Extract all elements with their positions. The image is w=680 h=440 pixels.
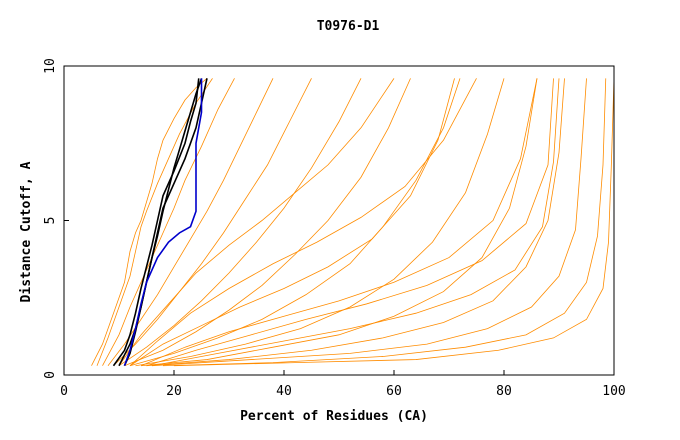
series-line-10 (124, 78, 411, 367)
series-line-17 (173, 78, 615, 367)
x-tick-label-5: 100 (602, 384, 625, 399)
y-tick-label-2: 10 (43, 58, 58, 74)
series-line-6 (102, 78, 235, 366)
series-line-9 (118, 78, 362, 367)
series-line-16 (162, 78, 607, 367)
series-line-21 (118, 78, 395, 366)
series-line-14 (146, 78, 565, 367)
x-tick-label-1: 20 (166, 384, 182, 399)
x-tick-label-2: 40 (276, 384, 292, 399)
series-line-15 (151, 78, 587, 367)
series-line-5 (96, 78, 213, 366)
series-line-13 (140, 78, 538, 367)
series-line-8 (113, 78, 312, 367)
axis-layer: 0 20 40 60 80 100 0 5 10 (43, 58, 626, 399)
x-tick-label-4: 80 (496, 384, 512, 399)
series-line-18 (129, 78, 455, 367)
series-line-20 (151, 78, 560, 367)
y-tick-label-1: 5 (43, 217, 58, 225)
x-axis-label: Percent of Residues (CA) (240, 409, 428, 424)
chart-title: T0976-D1 (317, 19, 380, 34)
series-line-1 (112, 78, 200, 367)
series-layer (91, 78, 615, 367)
series-line-22 (129, 78, 477, 367)
series-line-4 (91, 78, 208, 366)
y-axis-label: Distance Cutoff, A (19, 161, 34, 302)
series-line-11 (129, 78, 461, 367)
y-tick-label-0: 0 (43, 371, 58, 379)
series-line-12 (135, 78, 505, 367)
series-line-23 (146, 78, 554, 367)
series-line-3 (123, 78, 203, 366)
x-tick-label-3: 60 (386, 384, 402, 399)
x-tick-label-0: 0 (60, 384, 68, 399)
series-line-19 (140, 78, 538, 367)
